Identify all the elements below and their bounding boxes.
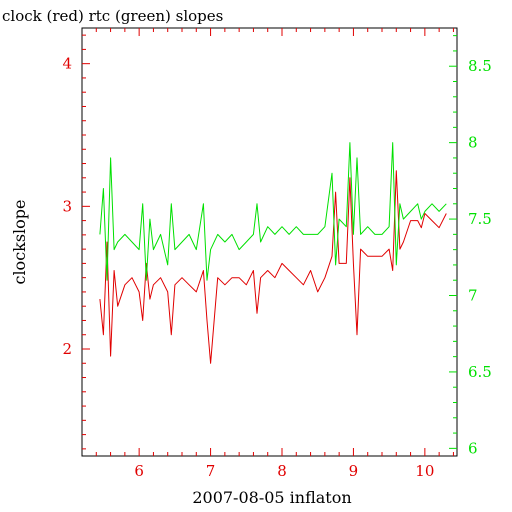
left-y-tick-label: 4 [62,55,72,73]
x-tick-label: 10 [415,462,434,480]
rtc-slope-line [99,142,447,281]
left-y-tick-label: 2 [62,340,72,358]
right-y-tick-label: 8 [468,134,478,152]
left-y-ticks: 2 3 4 [62,34,90,450]
y-axis-label: clockslope [10,199,29,284]
clock-slope-line [99,170,447,364]
right-y-tick-label: 7 [468,287,478,305]
x-tick-label: 7 [206,462,216,480]
x-ticks: 6 7 8 9 10 [95,28,454,480]
x-tick-label: 8 [277,462,287,480]
right-y-ticks: 6 6.5 7 7.5 8 8.5 [449,35,492,457]
x-tick-label: 9 [349,462,359,480]
right-y-tick-label: 7.5 [468,210,492,228]
x-tick-label: 6 [134,462,144,480]
right-y-tick-label: 8.5 [468,57,492,75]
series-layer [99,142,447,364]
left-y-tick-label: 3 [62,197,72,215]
chart-title: clock (red) rtc (green) slopes [2,7,223,25]
plot-frame [81,27,458,457]
right-y-tick-label: 6.5 [468,363,492,381]
x-axis-label: 2007-08-05 inflaton [192,488,351,507]
right-y-tick-label: 6 [468,439,478,457]
